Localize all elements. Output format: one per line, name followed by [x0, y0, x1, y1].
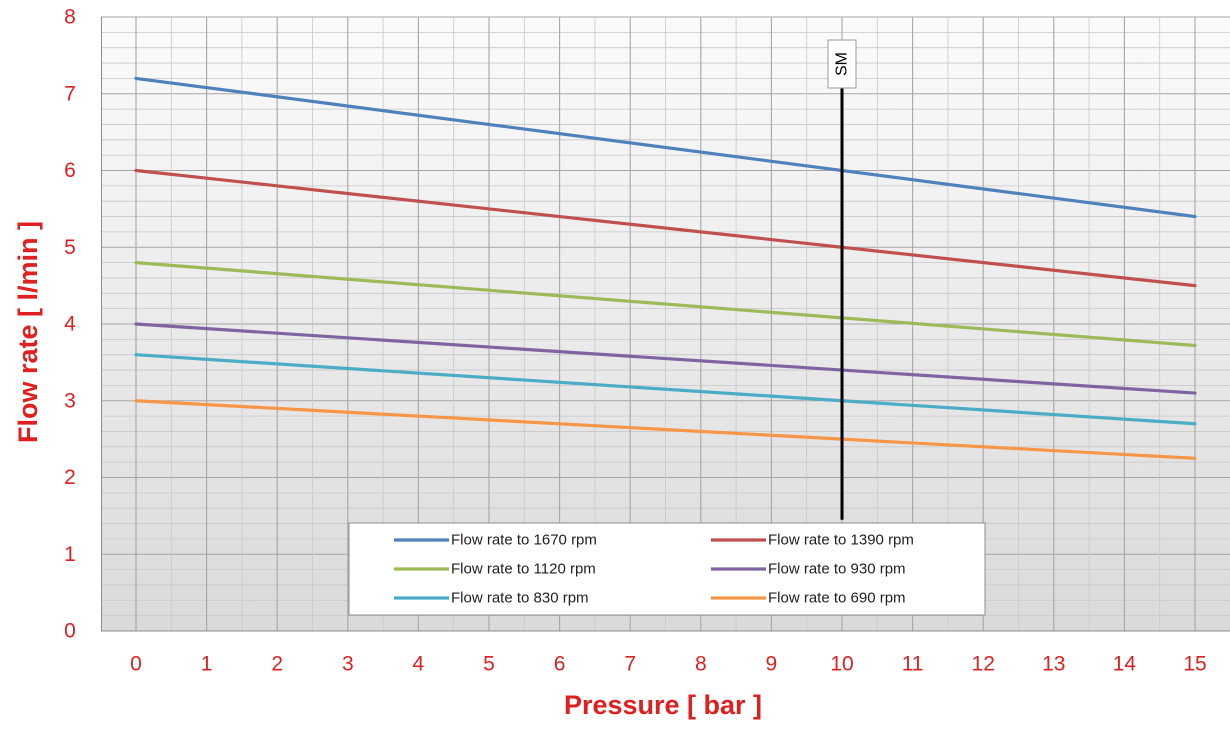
x-tick-label: 12 [972, 653, 995, 676]
x-tick-label: 4 [413, 653, 425, 676]
x-tick-label: 13 [1042, 653, 1065, 676]
x-tick-labels: 0 1 2 3 4 5 6 7 8 9 10 11 12 13 14 15 [130, 653, 1207, 676]
y-tick-label: 4 [64, 313, 76, 336]
legend-label: Flow rate to 1120 rpm [451, 561, 596, 578]
x-tick-label: 1 [201, 653, 213, 676]
x-axis-title: Pressure [ bar ] [564, 690, 762, 720]
x-tick-label: 3 [342, 653, 354, 676]
legend-label: Flow rate to 930 rpm [768, 561, 906, 578]
y-tick-label: 7 [64, 82, 76, 105]
sm-label-box [827, 39, 857, 89]
x-tick-label: 10 [830, 653, 853, 676]
x-tick-label: 6 [554, 653, 566, 676]
series-line [134, 322, 1197, 395]
legend-label: Flow rate to 690 rpm [768, 590, 906, 607]
x-tick-label: 2 [271, 653, 283, 676]
legend-box [348, 522, 986, 616]
x-tick-label: 11 [902, 653, 924, 676]
grid [101, 16, 1230, 632]
series-line [134, 399, 1197, 460]
legend: Flow rate to 1670 rpm Flow rate to 1390 r… [348, 522, 986, 616]
legend-label: Flow rate to 1670 rpm [451, 532, 597, 549]
x-tick-label: 9 [766, 653, 778, 676]
x-tick-label: 0 [130, 653, 142, 676]
y-tick-labels: 0 1 2 3 4 5 6 7 8 [64, 6, 76, 643]
legend-label: Flow rate to 830 rpm [451, 590, 589, 607]
y-tick-label: 0 [64, 620, 76, 643]
series-line [134, 353, 1197, 426]
y-tick-label: 5 [64, 236, 76, 259]
x-tick-label: 5 [483, 653, 495, 676]
legend-label: Flow rate to 1390 rpm [768, 532, 914, 549]
series-line [134, 76, 1197, 219]
y-tick-label: 8 [64, 6, 76, 29]
y-tick-label: 2 [64, 466, 76, 489]
series-lines [134, 76, 1197, 460]
x-tick-label: 7 [624, 653, 636, 676]
series-line [134, 168, 1197, 288]
y-tick-label: 6 [64, 159, 76, 182]
annotations: SM [827, 39, 857, 520]
x-tick-label: 14 [1113, 653, 1137, 676]
x-tick-label: 8 [695, 653, 707, 676]
x-tick-label: 15 [1183, 653, 1206, 676]
y-axis-title: Flow rate [ l/min ] [13, 221, 43, 443]
series-line [134, 261, 1197, 348]
y-tick-label: 3 [64, 389, 76, 412]
y-tick-label: 1 [64, 543, 76, 566]
sm-label: SM [834, 52, 851, 76]
